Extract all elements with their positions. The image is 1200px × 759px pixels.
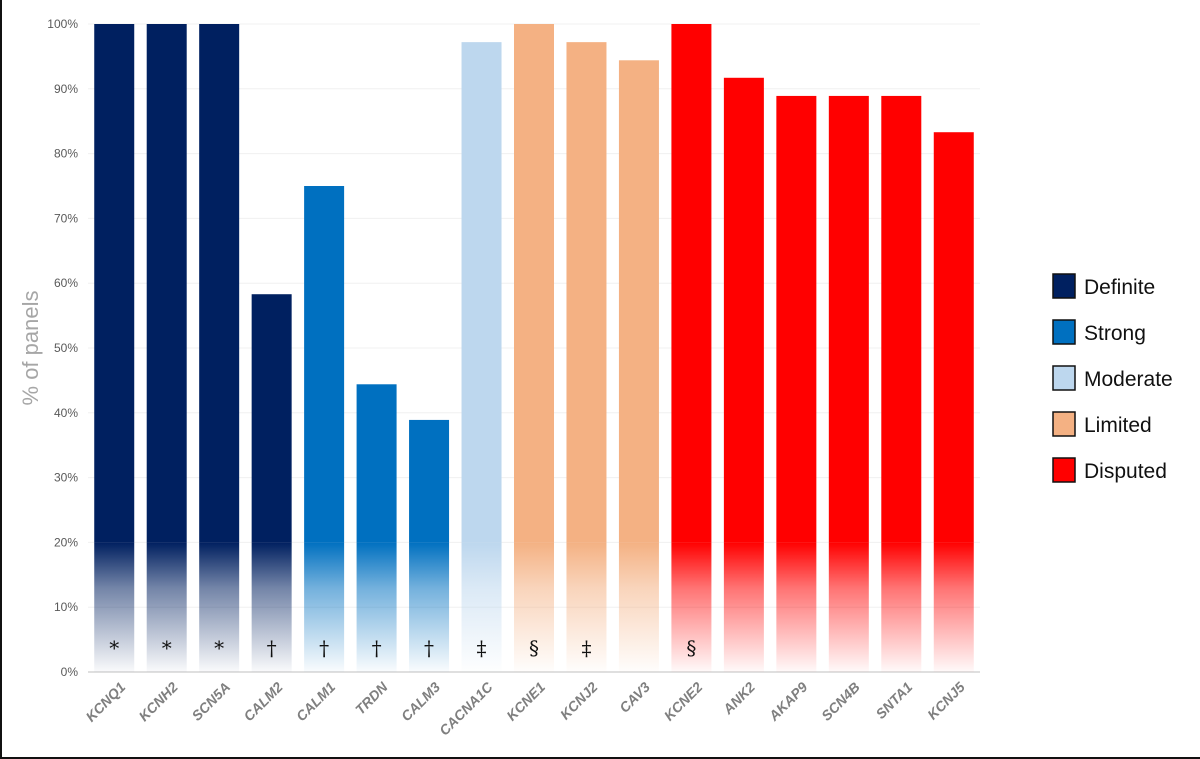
y-tick-label: 10%	[54, 600, 78, 614]
bar-kcnj2	[566, 42, 607, 543]
legend-label-definite: Definite	[1084, 276, 1155, 299]
bar-marker: §	[529, 636, 539, 660]
x-tick-label: TRDN	[352, 678, 391, 717]
bar-kcnj5	[933, 132, 974, 543]
x-tick-label: AKAP9	[765, 679, 811, 725]
bar-marker: †	[319, 636, 329, 660]
bar-snta1	[881, 95, 922, 543]
bar-akap9	[776, 95, 817, 543]
x-tick-label: CALM1	[293, 679, 339, 725]
x-axis-ticks: KCNQ1 KCNH2 SCN5A CALM2 CALM1 TRDN CALM3CACNA1…	[82, 678, 968, 738]
bar-fade-kcne1	[514, 542, 554, 672]
legend-swatch-strong	[1052, 319, 1076, 345]
y-tick-label: 60%	[54, 276, 78, 290]
bar-kcnh2	[146, 24, 187, 543]
x-tick-label: KCNE1	[503, 679, 548, 724]
bar-fade-kcnj2	[566, 542, 607, 672]
bar-fade-akap9	[776, 542, 817, 672]
legend-swatch-disputed	[1052, 457, 1076, 483]
bar-calm2	[251, 294, 292, 543]
bar-fade-kcnj5	[933, 542, 974, 672]
x-tick-label: KCNJ2	[557, 679, 601, 723]
bar-cacna1c	[461, 42, 502, 543]
bar-marker: ‡	[581, 636, 591, 660]
y-tick-label: 50%	[54, 341, 78, 355]
bar-kcnq1	[94, 24, 135, 543]
bar-cav3	[618, 60, 659, 543]
bar-fade-calm2	[251, 542, 292, 672]
bar-calm1	[304, 186, 345, 543]
bar-fade-ank2	[723, 542, 764, 672]
bar-marker: *	[109, 636, 119, 660]
bar-kcne2	[671, 24, 712, 543]
y-axis-label: % of panels	[18, 291, 43, 406]
bar-marker: *	[162, 636, 172, 660]
x-tick-label: CALM3	[398, 679, 444, 725]
legend-swatch-definite	[1052, 273, 1076, 299]
y-tick-label: 80%	[54, 147, 78, 161]
bar-fade-cav3	[618, 542, 659, 672]
bar-marker: §	[686, 636, 696, 660]
bar-fade-calm1	[304, 542, 345, 672]
legend-label-disputed: Disputed	[1084, 460, 1167, 483]
bars	[94, 24, 974, 672]
bar-scn5a	[199, 24, 240, 543]
bar-calm3	[409, 419, 450, 543]
y-tick-label: 20%	[54, 535, 78, 549]
bar-fade-kcnq1	[94, 542, 135, 672]
bar-fade-cacna1c	[461, 542, 502, 672]
bar-marker: †	[267, 636, 277, 660]
y-tick-label: 70%	[54, 211, 78, 225]
x-tick-label: ANK2	[719, 679, 758, 718]
x-tick-label: CAV3	[616, 679, 653, 716]
x-tick-label: SCN5A	[188, 679, 233, 724]
bar-markers: * * * † † † † ‡ § ‡ §	[109, 636, 696, 660]
x-tick-label: CACNA1C	[436, 678, 496, 738]
bar-fade-calm3	[409, 542, 450, 672]
bar-fade-scn4b	[828, 542, 869, 672]
x-tick-label: KCNE2	[661, 679, 706, 724]
x-tick-label: CALM2	[240, 679, 286, 725]
legend-label-limited: Limited	[1084, 414, 1152, 437]
bar-fade-snta1	[881, 542, 922, 672]
bar-fade-scn5a	[199, 542, 240, 672]
bar-fade-trdn	[356, 542, 397, 672]
bar-marker: †	[424, 636, 434, 660]
x-tick-label: SCN4B	[818, 679, 863, 724]
bar-marker: ‡	[477, 636, 487, 660]
bar-marker: *	[214, 636, 224, 660]
x-tick-label: KCNJ5	[924, 679, 968, 723]
x-tick-label: KCNQ1	[82, 679, 128, 725]
y-tick-label: 40%	[54, 406, 78, 420]
y-tick-label: 90%	[54, 82, 78, 96]
y-axis-ticks: 0% 10% 20% 30% 40% 50% 60% 70% 80% 90% 100%	[47, 17, 78, 679]
legend-label-strong: Strong	[1084, 322, 1146, 345]
y-tick-label: 30%	[54, 471, 78, 485]
bar-trdn	[356, 384, 397, 543]
x-tick-label: KCNH2	[135, 679, 181, 725]
bar-marker: †	[372, 636, 382, 660]
legend-swatch-moderate	[1052, 365, 1076, 391]
y-tick-label: 0%	[61, 665, 79, 679]
bar-scn4b	[828, 95, 869, 543]
legend-label-moderate: Moderate	[1084, 368, 1173, 391]
bar-fade-kcne2	[671, 542, 712, 672]
legend: Definite Strong Moderate Limited Disputed	[1052, 273, 1173, 483]
bar-ank2	[723, 77, 764, 543]
bar-kcne1	[514, 24, 554, 543]
legend-swatch-limited	[1052, 411, 1076, 437]
x-tick-label: SNTA1	[872, 679, 915, 722]
y-tick-label: 100%	[47, 17, 78, 31]
bar-fade-kcnh2	[146, 542, 187, 672]
